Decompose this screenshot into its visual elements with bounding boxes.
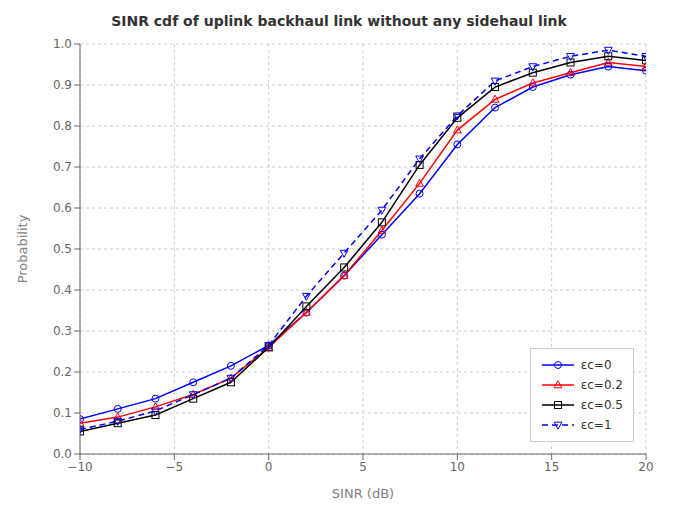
svg-text:1.0: 1.0 xyxy=(53,37,72,51)
svg-text:0.0: 0.0 xyxy=(53,447,72,461)
svg-text:0.6: 0.6 xyxy=(53,201,72,215)
svg-text:10: 10 xyxy=(450,460,465,474)
svg-text:−5: −5 xyxy=(165,460,183,474)
svg-text:0.9: 0.9 xyxy=(53,78,72,92)
html-text:εc=0.5: εc=0.5 xyxy=(580,398,623,412)
svg-text:0.3: 0.3 xyxy=(53,324,72,338)
svg-text:−10: −10 xyxy=(67,460,92,474)
svg-text:0.8: 0.8 xyxy=(53,119,72,133)
svg-text:0.2: 0.2 xyxy=(53,365,72,379)
html-text:εc=0.2: εc=0.2 xyxy=(580,378,623,392)
svg-text:SINR (dB): SINR (dB) xyxy=(332,486,394,501)
svg-text:0: 0 xyxy=(265,460,273,474)
svg-text:0.5: 0.5 xyxy=(53,242,72,256)
html-text:εc=0: εc=0 xyxy=(580,358,612,372)
svg-text:15: 15 xyxy=(544,460,559,474)
svg-text:0.1: 0.1 xyxy=(53,406,72,420)
html-text:SINR cdf of uplink backhaul li: SINR cdf of uplink backhaul link without… xyxy=(111,13,567,29)
svg-text:Probability: Probability xyxy=(15,214,30,283)
svg-text:5: 5 xyxy=(359,460,367,474)
svg-text:0.4: 0.4 xyxy=(53,283,72,297)
svg-text:20: 20 xyxy=(638,460,653,474)
svg-text:0.7: 0.7 xyxy=(53,160,72,174)
html-text:εc=1: εc=1 xyxy=(580,418,612,432)
